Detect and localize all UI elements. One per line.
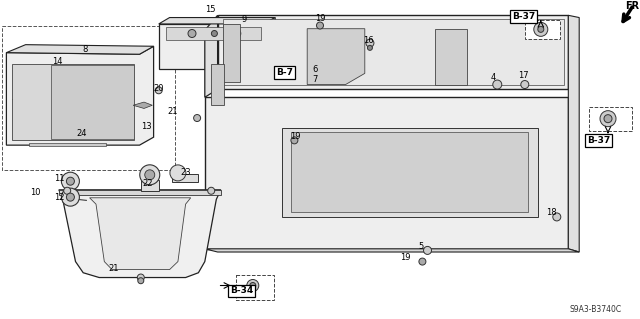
Text: 16: 16 — [363, 36, 373, 45]
Text: 9: 9 — [242, 15, 247, 24]
Text: 7: 7 — [312, 75, 317, 84]
Circle shape — [493, 80, 502, 89]
Text: 23: 23 — [180, 168, 191, 177]
Polygon shape — [6, 46, 154, 145]
Text: 5: 5 — [419, 242, 424, 251]
Polygon shape — [264, 18, 275, 69]
Text: 21: 21 — [168, 107, 178, 115]
Circle shape — [367, 45, 372, 50]
Polygon shape — [51, 65, 134, 139]
Circle shape — [538, 26, 544, 32]
Text: 4: 4 — [490, 73, 495, 82]
Text: B-34: B-34 — [230, 286, 253, 295]
Polygon shape — [568, 15, 579, 252]
Polygon shape — [435, 29, 467, 85]
Circle shape — [553, 213, 561, 221]
Polygon shape — [172, 174, 198, 182]
Polygon shape — [205, 15, 218, 97]
Text: 8: 8 — [83, 45, 88, 54]
Text: 11: 11 — [54, 174, 64, 183]
Circle shape — [67, 177, 74, 185]
Circle shape — [317, 22, 323, 29]
Circle shape — [534, 22, 548, 36]
Polygon shape — [205, 97, 568, 249]
Polygon shape — [291, 132, 528, 212]
Text: 20: 20 — [154, 84, 164, 93]
Ellipse shape — [270, 17, 332, 38]
Circle shape — [604, 115, 612, 123]
Circle shape — [419, 258, 426, 265]
Text: B-37: B-37 — [587, 136, 610, 145]
Polygon shape — [159, 24, 264, 69]
Polygon shape — [223, 24, 240, 82]
Bar — [525, 20, 560, 39]
Circle shape — [250, 283, 256, 288]
Text: 18: 18 — [547, 208, 557, 217]
Polygon shape — [59, 190, 221, 195]
Polygon shape — [90, 198, 191, 270]
Circle shape — [247, 279, 259, 292]
Circle shape — [140, 165, 160, 185]
Polygon shape — [211, 64, 224, 105]
Text: FR.: FR. — [625, 1, 640, 11]
Circle shape — [211, 31, 218, 36]
Polygon shape — [29, 143, 106, 146]
Circle shape — [521, 80, 529, 89]
Circle shape — [188, 29, 196, 38]
Circle shape — [600, 111, 616, 127]
Polygon shape — [59, 190, 221, 278]
Text: B-37: B-37 — [512, 12, 535, 21]
Text: 19: 19 — [315, 14, 325, 23]
Text: 21: 21 — [109, 264, 119, 273]
Text: 6: 6 — [312, 65, 317, 74]
Circle shape — [61, 188, 79, 206]
Circle shape — [138, 278, 144, 284]
Polygon shape — [12, 64, 134, 140]
Polygon shape — [159, 18, 275, 24]
Circle shape — [194, 115, 200, 122]
Text: S9A3-B3740C: S9A3-B3740C — [569, 305, 621, 314]
Circle shape — [156, 87, 162, 94]
Polygon shape — [166, 27, 261, 40]
Text: 19: 19 — [400, 253, 410, 262]
Text: 19: 19 — [291, 132, 301, 141]
Circle shape — [366, 39, 374, 47]
Circle shape — [208, 187, 214, 194]
Circle shape — [233, 29, 241, 38]
Circle shape — [138, 274, 144, 281]
Text: 15: 15 — [205, 5, 215, 14]
Text: 13: 13 — [141, 122, 151, 131]
Circle shape — [291, 137, 298, 144]
Polygon shape — [141, 180, 159, 191]
Text: 12: 12 — [54, 193, 64, 202]
Polygon shape — [6, 45, 154, 54]
Circle shape — [286, 20, 296, 31]
Bar — [589, 107, 632, 131]
Text: 10: 10 — [30, 189, 40, 197]
Polygon shape — [133, 102, 152, 108]
Circle shape — [170, 165, 186, 181]
Circle shape — [61, 172, 79, 190]
Circle shape — [67, 193, 74, 201]
Polygon shape — [282, 128, 538, 217]
Text: B-7: B-7 — [276, 68, 293, 77]
Text: 24: 24 — [77, 130, 87, 138]
Bar — [236, 275, 274, 300]
Text: 17: 17 — [518, 71, 529, 80]
Circle shape — [303, 21, 311, 30]
Circle shape — [64, 187, 70, 194]
Polygon shape — [218, 15, 568, 89]
Bar — [2, 26, 175, 170]
Polygon shape — [223, 19, 564, 85]
Circle shape — [424, 246, 431, 255]
Circle shape — [145, 170, 155, 180]
Text: 14: 14 — [52, 57, 63, 66]
Polygon shape — [307, 29, 365, 85]
Text: 22: 22 — [142, 179, 152, 188]
Polygon shape — [205, 249, 579, 252]
